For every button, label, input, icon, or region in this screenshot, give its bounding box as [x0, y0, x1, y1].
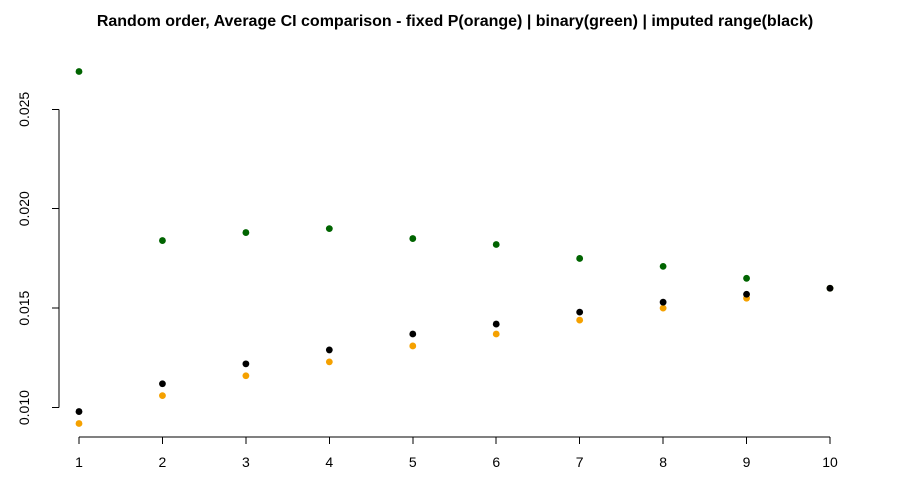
data-point: [159, 392, 166, 400]
x-tick-label: 9: [743, 454, 751, 470]
data-point: [325, 225, 333, 233]
x-tick-label: 6: [492, 454, 500, 470]
x-tick-label: 4: [325, 454, 333, 470]
data-point: [659, 298, 667, 306]
data-point: [159, 237, 166, 244]
data-point: [325, 346, 333, 354]
x-tick-label: 7: [576, 454, 584, 470]
y-axis: 0.010 0.015 0.020 0.025: [16, 92, 60, 425]
data-point: [75, 420, 83, 427]
data-point: [409, 235, 417, 242]
data-point: [743, 290, 750, 298]
y-tick-label: 0.020: [16, 191, 32, 226]
data-point: [409, 342, 417, 350]
data-point: [409, 330, 417, 338]
data-point: [159, 380, 166, 388]
data-point: [576, 255, 584, 262]
data-point: [826, 284, 834, 292]
chart-title: Random order, Average CI comparison - fi…: [97, 13, 813, 30]
y-tick-label: 0.015: [16, 290, 32, 325]
x-tick-label: 2: [159, 454, 167, 470]
x-tick-label: 8: [659, 454, 667, 470]
data-point: [75, 68, 83, 75]
data-point: [659, 304, 667, 312]
x-tick-label: 10: [822, 454, 838, 470]
data-point: [743, 274, 750, 282]
y-tick-label: 0.010: [16, 390, 32, 425]
data-point: [242, 372, 250, 380]
data-point: [492, 320, 500, 328]
data-point: [325, 358, 333, 366]
x-tick-label: 1: [75, 454, 83, 470]
x-tick-label: 5: [409, 454, 417, 470]
data-point: [492, 241, 500, 248]
data-point: [75, 408, 83, 415]
data-points: [75, 68, 834, 427]
data-point: [576, 308, 584, 316]
data-point: [492, 330, 500, 338]
x-axis: 1 2 3 4 5 6 7 8 9 10: [75, 436, 838, 470]
data-point: [576, 316, 584, 324]
data-point: [659, 262, 667, 270]
x-tick-label: 3: [242, 454, 250, 470]
data-point: [242, 229, 250, 236]
data-point: [242, 360, 250, 368]
y-tick-label: 0.025: [16, 92, 32, 127]
